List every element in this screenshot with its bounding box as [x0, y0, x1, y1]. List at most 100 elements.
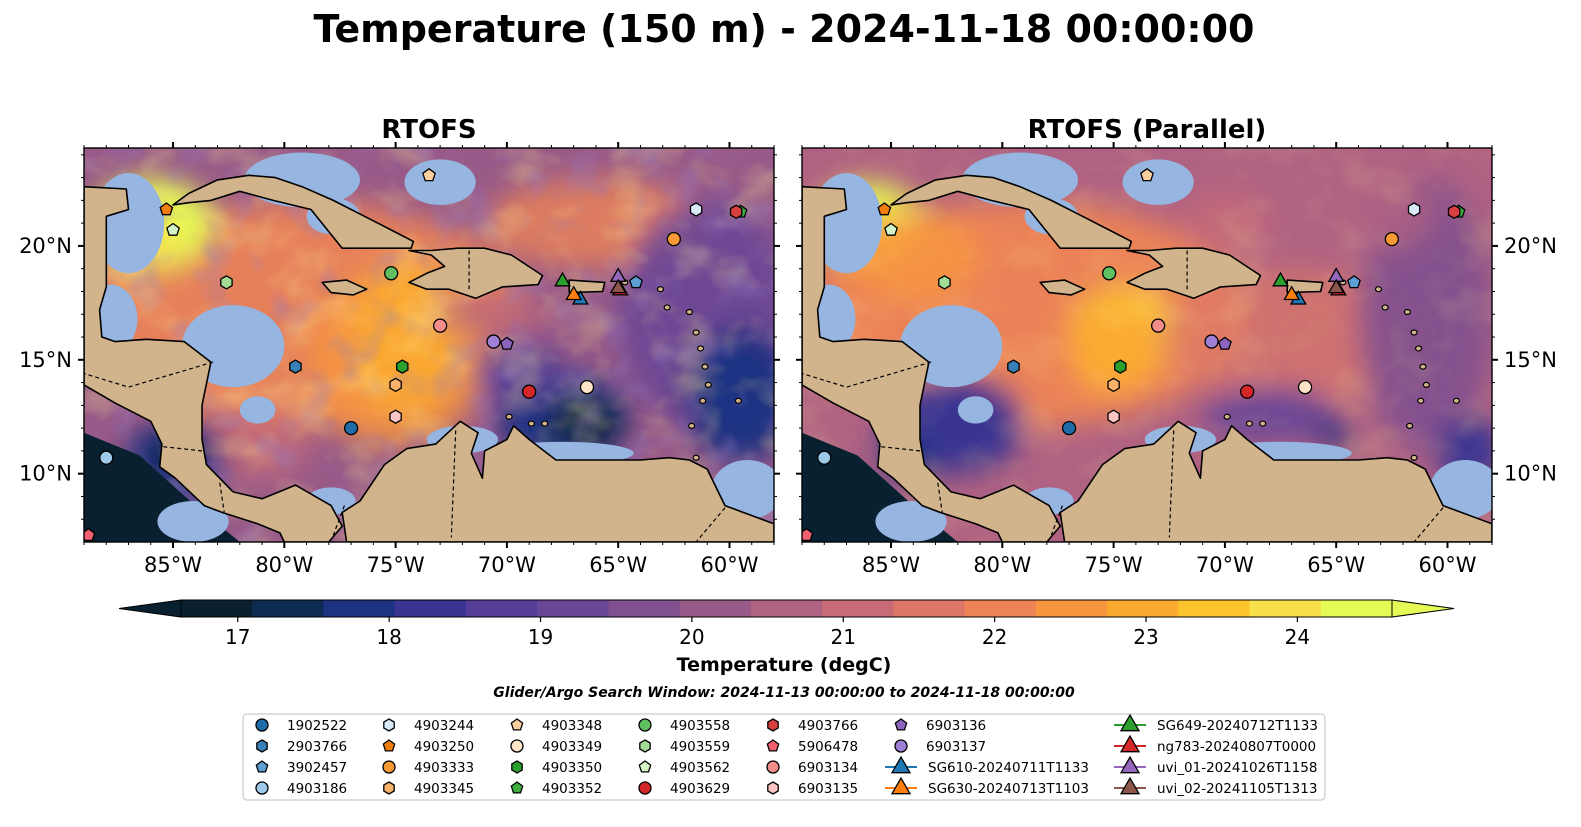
legend-item: 4903350 — [511, 760, 602, 776]
obs-marker-4903348 — [1140, 167, 1154, 182]
obs-marker-4903629 — [522, 384, 537, 399]
legend-label: 4903348 — [542, 718, 602, 734]
legend-item: 4903186 — [255, 781, 347, 797]
colorbar-bin — [964, 600, 1037, 617]
legend-marker-icon — [638, 760, 652, 773]
colorbar: 17 18 19 20 21 22 23 24 — [118, 599, 1455, 649]
colorbar-label: Temperature (degC) — [677, 654, 892, 676]
colorbar-tick-label: 18 — [376, 625, 401, 649]
legend-marker-icon — [383, 718, 395, 732]
legend-label: 4903562 — [670, 760, 730, 776]
legend-marker-icon — [1119, 776, 1141, 795]
colorbar-bin — [822, 600, 894, 617]
lon-tick-label: 75°W — [367, 553, 425, 577]
colorbar-bin — [252, 600, 324, 617]
legend-marker-icon — [255, 760, 269, 773]
map-frame — [801, 147, 1493, 543]
legend-item: 6903137 — [894, 739, 986, 755]
lon-tick-label: 60°W — [1418, 553, 1476, 577]
obs-marker-4903250 — [159, 202, 174, 216]
legend-item: uvi_01-20241026T1158 — [1114, 755, 1317, 776]
legend-item: 4903349 — [510, 739, 602, 755]
lon-tick-label: 85°W — [862, 553, 920, 577]
colorbar-bin — [608, 600, 681, 617]
legend-item: 4903244 — [383, 718, 474, 734]
legend-marker-icon — [510, 781, 524, 794]
obs-marker-SG649-20240712T1133 — [554, 271, 572, 287]
legend-label: 1902522 — [287, 718, 347, 734]
legend: 1902522 2903766 3902457 4903186 4903244 49032… — [242, 713, 1326, 801]
legend-item: 4903558 — [638, 718, 730, 734]
legend-marker-icon — [256, 739, 268, 753]
legend-marker-icon — [767, 781, 779, 795]
map-panel-parallel: 85°W 80°W 75°W 70°W 65°W 60°W 20°N 15°N 10°N RTOF… — [796, 115, 1557, 577]
legend-marker-icon — [766, 739, 780, 752]
legend-label: 4903559 — [670, 739, 730, 755]
legend-item: 2903766 — [256, 739, 347, 755]
legend-label: 4903244 — [414, 718, 474, 734]
obs-marker-3902457 — [629, 275, 643, 289]
legend-marker-icon — [638, 718, 652, 732]
legend-label: 5906478 — [798, 739, 858, 755]
obs-marker-4903333 — [666, 231, 681, 247]
obs-marker-uvi_02-20241105T1313 — [609, 278, 627, 294]
lon-tick-label: 80°W — [255, 553, 313, 577]
lat-tick-label: 20°N — [1504, 234, 1557, 258]
obs-marker-4903559 — [938, 275, 951, 290]
legend-label: 4903629 — [670, 781, 730, 797]
legend-label: 4903352 — [542, 781, 602, 797]
legend-item: 4903348 — [510, 718, 602, 734]
legend-label: 6903136 — [926, 718, 986, 734]
legend-marker-icon — [511, 760, 523, 774]
obs-marker-4903244 — [689, 202, 703, 217]
legend-marker-icon — [894, 718, 908, 731]
legend-marker-icon — [510, 718, 524, 731]
obs-marker-6903137 — [1204, 334, 1219, 349]
obs-marker-3902457 — [1347, 275, 1361, 289]
lat-tick-label: 15°N — [19, 348, 72, 372]
obs-marker-6903134 — [1150, 318, 1166, 333]
obs-marker-6903136 — [499, 336, 514, 350]
colorbar-bin — [679, 600, 752, 617]
obs-marker-uvi_02-20241105T1313 — [1327, 278, 1345, 294]
legend-label: 4903766 — [798, 718, 858, 734]
obs-marker-SG630-20240713T1103 — [1283, 285, 1301, 301]
colorbar-bin — [1035, 600, 1108, 617]
obs-marker-6903135 — [1107, 409, 1120, 424]
colorbar-bin — [750, 600, 823, 617]
obs-marker-4903559 — [220, 275, 233, 290]
lon-tick-label: 70°W — [478, 553, 536, 577]
colorbar-bin — [465, 600, 538, 617]
legend-marker-icon — [639, 739, 651, 753]
legend-label: SG630-20240713T1103 — [928, 781, 1089, 797]
legend-label: 4903333 — [414, 760, 474, 776]
obs-marker-SG649-20240712T1133 — [1272, 271, 1290, 287]
colorbar-tick-label: 19 — [528, 625, 553, 649]
lon-tick-label: 85°W — [144, 553, 202, 577]
obs-marker-4903350 — [396, 359, 409, 374]
lon-tick-label: 65°W — [1307, 553, 1365, 577]
obs-marker-6903135 — [389, 409, 402, 424]
legend-label: 4903186 — [287, 781, 347, 797]
legend-label: 4903558 — [670, 718, 730, 734]
legend-marker-icon — [894, 739, 908, 753]
legend-label: 2903766 — [287, 739, 347, 755]
obs-marker-6903136 — [1217, 336, 1232, 350]
legend-item: 3902457 — [255, 760, 347, 776]
colorbar-extend-high — [1391, 599, 1455, 618]
legend-item: uvi_02-20241105T1313 — [1114, 776, 1317, 797]
lon-tick-label: 60°W — [700, 553, 758, 577]
obs-marker-4903558 — [1102, 266, 1117, 281]
legend-label: 6903134 — [798, 760, 858, 776]
legend-item: 4903352 — [510, 781, 602, 797]
legend-item: 4903333 — [382, 760, 474, 776]
obs-marker-1902522 — [1061, 420, 1077, 436]
legend-label: 4903250 — [414, 739, 474, 755]
legend-label: 4903345 — [414, 781, 474, 797]
obs-marker-SG630-20240713T1103 — [565, 285, 583, 301]
legend-label: uvi_01-20241026T1158 — [1157, 760, 1317, 776]
obs-marker-1902522 — [343, 420, 359, 436]
obs-marker-4903345 — [389, 377, 402, 393]
obs-marker-2903766 — [289, 359, 302, 374]
